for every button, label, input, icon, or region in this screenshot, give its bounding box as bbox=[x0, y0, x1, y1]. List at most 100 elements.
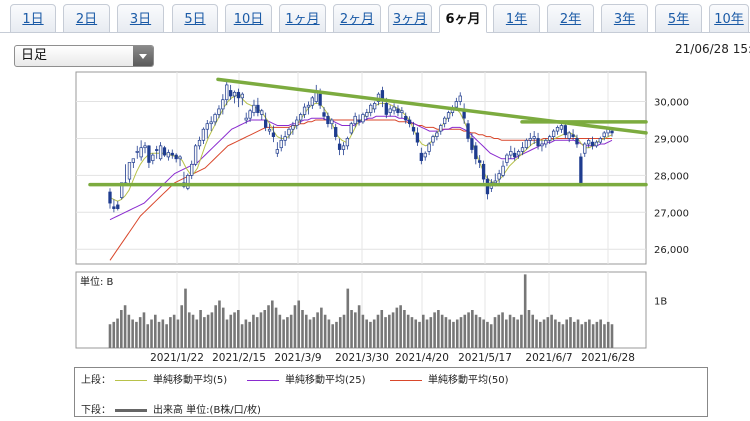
tab-13[interactable]: 5年 bbox=[655, 4, 702, 33]
candle-body bbox=[260, 110, 264, 115]
tab-6[interactable]: 1ヶ月 bbox=[279, 4, 326, 33]
tab-7[interactable]: 2ヶ月 bbox=[333, 4, 381, 33]
candle-body bbox=[532, 136, 536, 139]
candle-body bbox=[314, 91, 318, 102]
volume-unit-label: 単位: B bbox=[80, 275, 114, 288]
candle bbox=[520, 142, 525, 156]
chevron-down-icon[interactable] bbox=[133, 46, 153, 66]
candle bbox=[334, 123, 338, 141]
legend-ma5: 単純移動平均(5) bbox=[115, 371, 227, 386]
price-tick-label: 27,000 bbox=[654, 208, 689, 219]
candle bbox=[341, 142, 346, 156]
candle-body bbox=[454, 101, 458, 108]
volume-bar bbox=[376, 314, 380, 348]
candle bbox=[116, 201, 120, 211]
candle-body bbox=[151, 154, 155, 161]
candle bbox=[579, 153, 583, 187]
candle bbox=[415, 127, 420, 146]
tab-4[interactable]: 5日 bbox=[172, 4, 218, 33]
x-tick-label: 2021/6/7 bbox=[525, 352, 572, 364]
volume-bar bbox=[467, 312, 470, 348]
tab-1[interactable]: 1日 bbox=[10, 4, 56, 33]
volume-bar bbox=[603, 324, 606, 348]
ma25-swatch bbox=[247, 379, 279, 381]
candle-body bbox=[439, 125, 443, 132]
candle bbox=[501, 160, 505, 178]
volume-bar bbox=[157, 321, 161, 348]
candle-body bbox=[458, 95, 462, 102]
candle bbox=[602, 131, 606, 141]
candle-body bbox=[213, 114, 217, 123]
volume-bar bbox=[399, 305, 402, 348]
candle-body bbox=[384, 103, 388, 115]
tab-3[interactable]: 3日 bbox=[117, 4, 164, 33]
tab-11[interactable]: 2年 bbox=[547, 4, 594, 33]
candle bbox=[299, 112, 303, 124]
candle-body bbox=[540, 143, 544, 147]
volume-bar bbox=[403, 310, 406, 348]
candle-body bbox=[497, 173, 501, 180]
volume-bar bbox=[327, 319, 331, 348]
candle bbox=[524, 138, 529, 150]
period-select[interactable]: 日足 bbox=[14, 45, 154, 67]
tab-14[interactable]: 10年 bbox=[709, 4, 749, 33]
candle bbox=[590, 136, 595, 150]
candle bbox=[260, 108, 264, 120]
tab-10[interactable]: 1年 bbox=[493, 4, 540, 33]
candle bbox=[555, 125, 560, 135]
volume-bar bbox=[248, 321, 251, 348]
trendline-1 bbox=[216, 77, 648, 135]
candle bbox=[158, 142, 163, 161]
candle-body bbox=[419, 152, 423, 161]
candle-body bbox=[299, 114, 303, 121]
candle-body bbox=[505, 154, 509, 163]
volume-bar bbox=[169, 317, 172, 348]
candle bbox=[240, 92, 244, 106]
volume-bar bbox=[429, 317, 433, 348]
candle bbox=[365, 108, 369, 120]
volume-bar bbox=[255, 317, 259, 348]
tab-9[interactable]: 6ヶ月 bbox=[439, 4, 487, 33]
volume-bar bbox=[187, 312, 191, 348]
candle bbox=[563, 123, 567, 139]
volume-bar bbox=[123, 305, 127, 348]
candle-body bbox=[256, 104, 260, 113]
candle bbox=[151, 153, 155, 165]
volume-bar bbox=[184, 288, 187, 348]
candle-body bbox=[178, 156, 182, 160]
volume-bar bbox=[588, 319, 591, 348]
volume-bar bbox=[218, 300, 221, 348]
volume-swatch bbox=[115, 408, 147, 412]
volume-bar bbox=[301, 310, 304, 348]
candle bbox=[598, 136, 602, 144]
candle bbox=[427, 142, 431, 156]
volume-bar bbox=[108, 324, 112, 348]
tab-5[interactable]: 10日 bbox=[225, 4, 272, 33]
candle bbox=[443, 116, 447, 128]
candle-body bbox=[392, 106, 396, 112]
candle-body bbox=[536, 138, 540, 147]
volume-bar bbox=[252, 314, 255, 348]
volume-bar bbox=[297, 300, 301, 348]
tab-12[interactable]: 3年 bbox=[601, 4, 648, 33]
candle bbox=[446, 110, 451, 122]
volume-bar bbox=[421, 314, 425, 348]
candle bbox=[197, 136, 202, 150]
volume-bar bbox=[263, 310, 267, 348]
candle-body bbox=[474, 145, 478, 160]
candle bbox=[361, 112, 365, 124]
legend-volume-label: 出来高 単位:(B株/口/枚) bbox=[153, 405, 261, 416]
candle-body bbox=[170, 152, 174, 156]
volume-bar bbox=[331, 324, 334, 348]
volume-bar bbox=[225, 319, 229, 348]
volume-bar bbox=[508, 314, 512, 348]
volume-bar bbox=[267, 305, 270, 348]
candle-body bbox=[590, 141, 595, 147]
candle-body bbox=[345, 138, 350, 147]
tab-2[interactable]: 2日 bbox=[63, 4, 110, 33]
candle-body bbox=[197, 139, 202, 147]
candle bbox=[548, 134, 552, 144]
candle-body bbox=[158, 145, 163, 160]
tab-8[interactable]: 3ヶ月 bbox=[388, 4, 432, 33]
candle-body bbox=[337, 143, 342, 150]
